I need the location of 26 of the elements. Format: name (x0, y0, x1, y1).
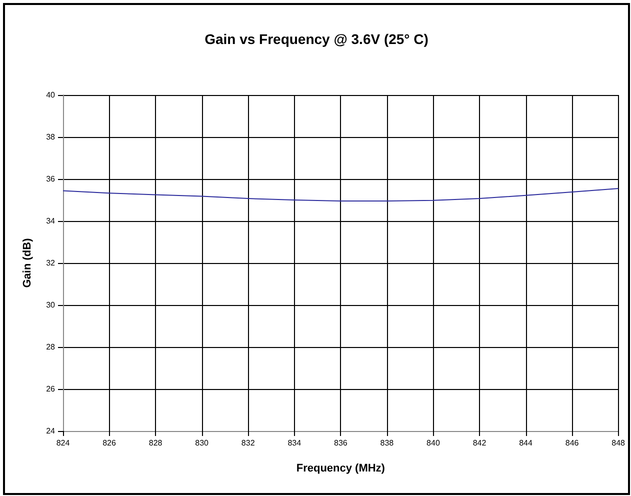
x-tick-label: 826 (102, 438, 116, 448)
y-tick-label: 32 (46, 258, 56, 268)
x-tick-label: 838 (380, 438, 394, 448)
y-tick-label: 38 (46, 132, 56, 142)
x-tick-label: 840 (426, 438, 440, 448)
y-tick-label: 24 (46, 426, 56, 436)
x-tick-label: 830 (195, 438, 210, 448)
y-tick-label: 28 (46, 342, 56, 352)
x-tick-label: 842 (472, 438, 487, 448)
y-tick-label: 34 (46, 216, 56, 226)
x-tick-label: 824 (56, 438, 70, 448)
x-tick-label: 844 (519, 438, 533, 448)
x-tick-label: 828 (148, 438, 163, 448)
chart-title: Gain vs Frequency @ 3.6V (25° C) (204, 31, 428, 47)
x-tick-label: 834 (288, 438, 302, 448)
y-tick-label: 30 (46, 300, 56, 310)
line-series (62, 188, 619, 202)
x-tick-label: 846 (565, 438, 580, 448)
x-tick-label: 848 (612, 438, 626, 448)
x-axis-title: Frequency (MHz) (296, 462, 386, 474)
x-tick-label: 836 (334, 438, 348, 448)
y-tick-label: 40 (46, 90, 56, 100)
x-tick-label: 832 (241, 438, 256, 448)
y-tick-label: 26 (46, 384, 56, 394)
y-tick-label: 36 (46, 174, 56, 184)
y-axis-title: Gain (dB) (22, 238, 34, 288)
